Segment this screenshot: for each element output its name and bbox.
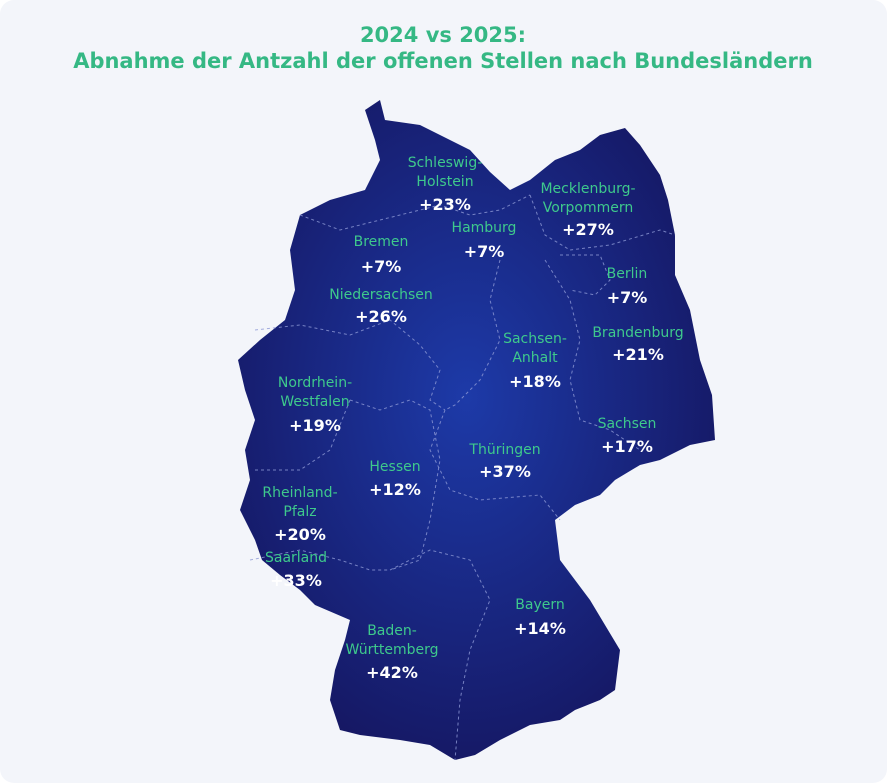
region-name: Hamburg: [452, 220, 517, 236]
region-change: +12%: [369, 480, 421, 499]
region-change: +7%: [607, 288, 648, 307]
region-name: Brandenburg: [592, 325, 683, 341]
title-line: Abnahme der Antzahl der offenen Stellen …: [73, 49, 813, 73]
region-name: Berlin: [607, 266, 648, 282]
region-change: +20%: [274, 525, 326, 544]
region-name: Sachsen: [598, 416, 657, 432]
region-change: +33%: [270, 571, 322, 590]
region-name: Westfalen: [280, 394, 349, 410]
region-change: +7%: [464, 242, 505, 261]
region-change: +21%: [612, 345, 664, 364]
region-name: Baden-: [367, 623, 417, 639]
region-name: Rheinland-: [262, 485, 337, 501]
region-change: +37%: [479, 462, 531, 481]
region-name: Schleswig-: [408, 155, 483, 171]
region-change: +19%: [289, 416, 341, 435]
region-change: +27%: [562, 220, 614, 239]
region-name: Bremen: [354, 234, 409, 250]
region-labels: Schleswig- Holstein +23% Mecklenburg- Vorpom…: [262, 155, 683, 682]
region-name: Bayern: [515, 597, 564, 613]
region-name: Holstein: [416, 174, 473, 190]
region-change: +7%: [361, 257, 402, 276]
region-change: +26%: [355, 307, 407, 326]
region-name: Thüringen: [468, 442, 540, 458]
region-name: Saarland: [265, 550, 327, 566]
region-change: +23%: [419, 195, 471, 214]
region-change: +17%: [601, 437, 653, 456]
region-name: Hessen: [369, 459, 420, 475]
region-name: Niedersachsen: [329, 287, 432, 303]
region-name: Sachsen-: [503, 331, 567, 347]
region-change: +42%: [366, 663, 418, 682]
state-borders: [249, 194, 676, 761]
region-name: Mecklenburg-: [540, 181, 635, 197]
region-change: +18%: [509, 372, 561, 391]
region-name: Anhalt: [512, 350, 558, 366]
region-change: +14%: [514, 619, 566, 638]
region-name: Nordrhein-: [278, 375, 352, 391]
germany-outline: [238, 100, 715, 760]
region-name: Württemberg: [345, 642, 438, 658]
region-name: Pfalz: [283, 504, 316, 520]
title-line: 2024 vs 2025:: [360, 23, 526, 47]
region-name: Vorpommern: [543, 200, 634, 216]
